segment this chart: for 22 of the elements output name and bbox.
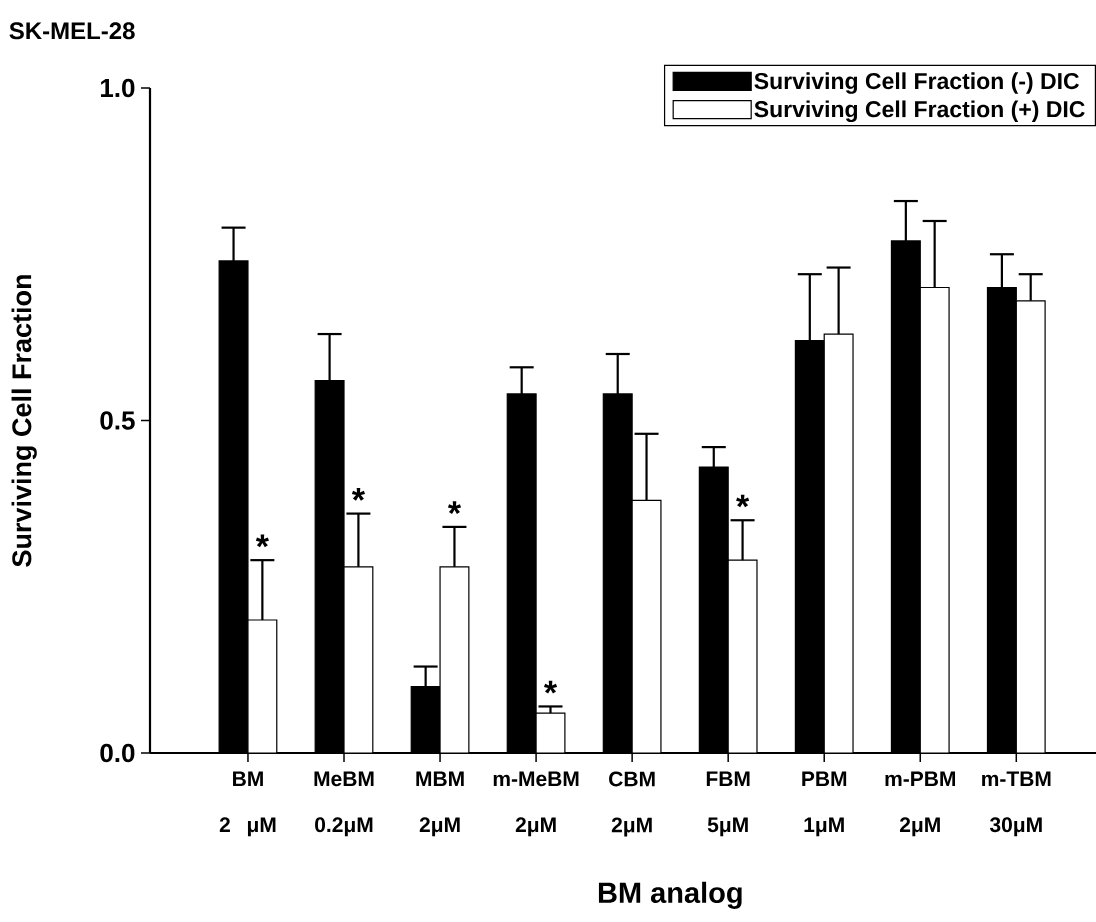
category-label: FBM 5μM	[706, 771, 750, 837]
legend-label: Surviving Cell Fraction (-) DIC	[754, 72, 1080, 94]
x-axis-title: BM analog	[598, 881, 742, 909]
annotation: *	[447, 501, 462, 514]
category-label: CBM 2μM	[609, 771, 655, 837]
y-tick-label: 1.0	[100, 78, 135, 98]
category-label: PBM 1μM	[802, 771, 847, 837]
y-tick-label: 0.0	[100, 743, 135, 763]
category-label: MeBM 0.2μM	[314, 771, 374, 837]
chart-title: SK-MEL-28	[9, 22, 135, 40]
category-label: m-PBM 2μM	[885, 771, 956, 837]
y-tick-label: 0.5	[100, 411, 135, 430]
annotation: *	[351, 488, 365, 501]
annotation: *	[543, 680, 558, 694]
y-axis-title: Surviving Cell Fraction	[11, 275, 37, 567]
category-label: MBM 2μM	[416, 771, 464, 837]
category-label: BM 2 μM	[219, 771, 276, 837]
annotation: *	[736, 494, 750, 508]
legend-label: Surviving Cell Fraction (+) DIC	[754, 100, 1085, 122]
category-label: m-TBM 30μM	[982, 771, 1051, 837]
category-label: m-MeBM 2μM	[493, 771, 579, 837]
annotation: *	[255, 534, 269, 548]
